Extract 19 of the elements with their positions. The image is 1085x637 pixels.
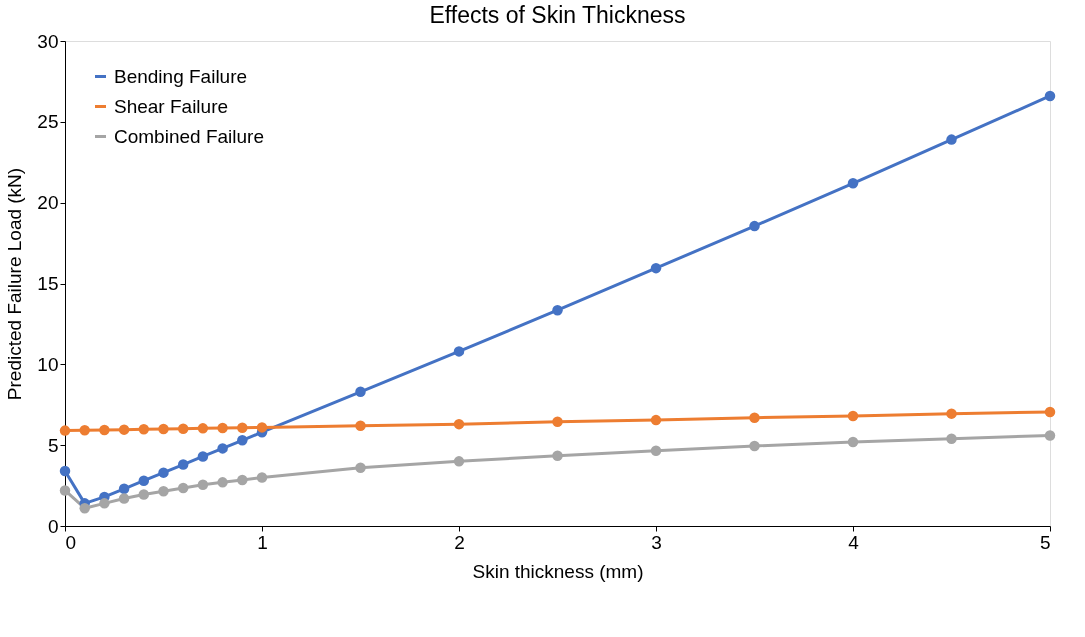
y-tick-label: 10 — [37, 353, 59, 375]
y-tick-label: 25 — [37, 111, 59, 133]
y-axis-title: Predicted Failure Load (kN) — [4, 167, 26, 401]
chart-title: Effects of Skin Thickness — [429, 2, 686, 28]
y-tick-label: 0 — [47, 515, 59, 537]
x-axis-title: Skin thickness (mm) — [472, 560, 644, 582]
x-tick-label: 2 — [454, 531, 465, 553]
x-tick-label: 1 — [257, 531, 268, 553]
x-tick-label: 4 — [848, 531, 860, 553]
x-tick-label: 3 — [651, 531, 662, 553]
y-tick-label: 30 — [37, 30, 59, 52]
x-tick-label: 5 — [1039, 531, 1051, 553]
legend-label: Bending Failure — [114, 65, 248, 87]
y-tick-label: 5 — [47, 434, 59, 456]
legend-label: Combined Failure — [114, 125, 264, 147]
y-tick-label: 20 — [37, 192, 59, 214]
x-tick-label: 0 — [65, 531, 77, 553]
y-tick-label: 15 — [37, 273, 59, 294]
legend-label: Shear Failure — [114, 95, 229, 117]
